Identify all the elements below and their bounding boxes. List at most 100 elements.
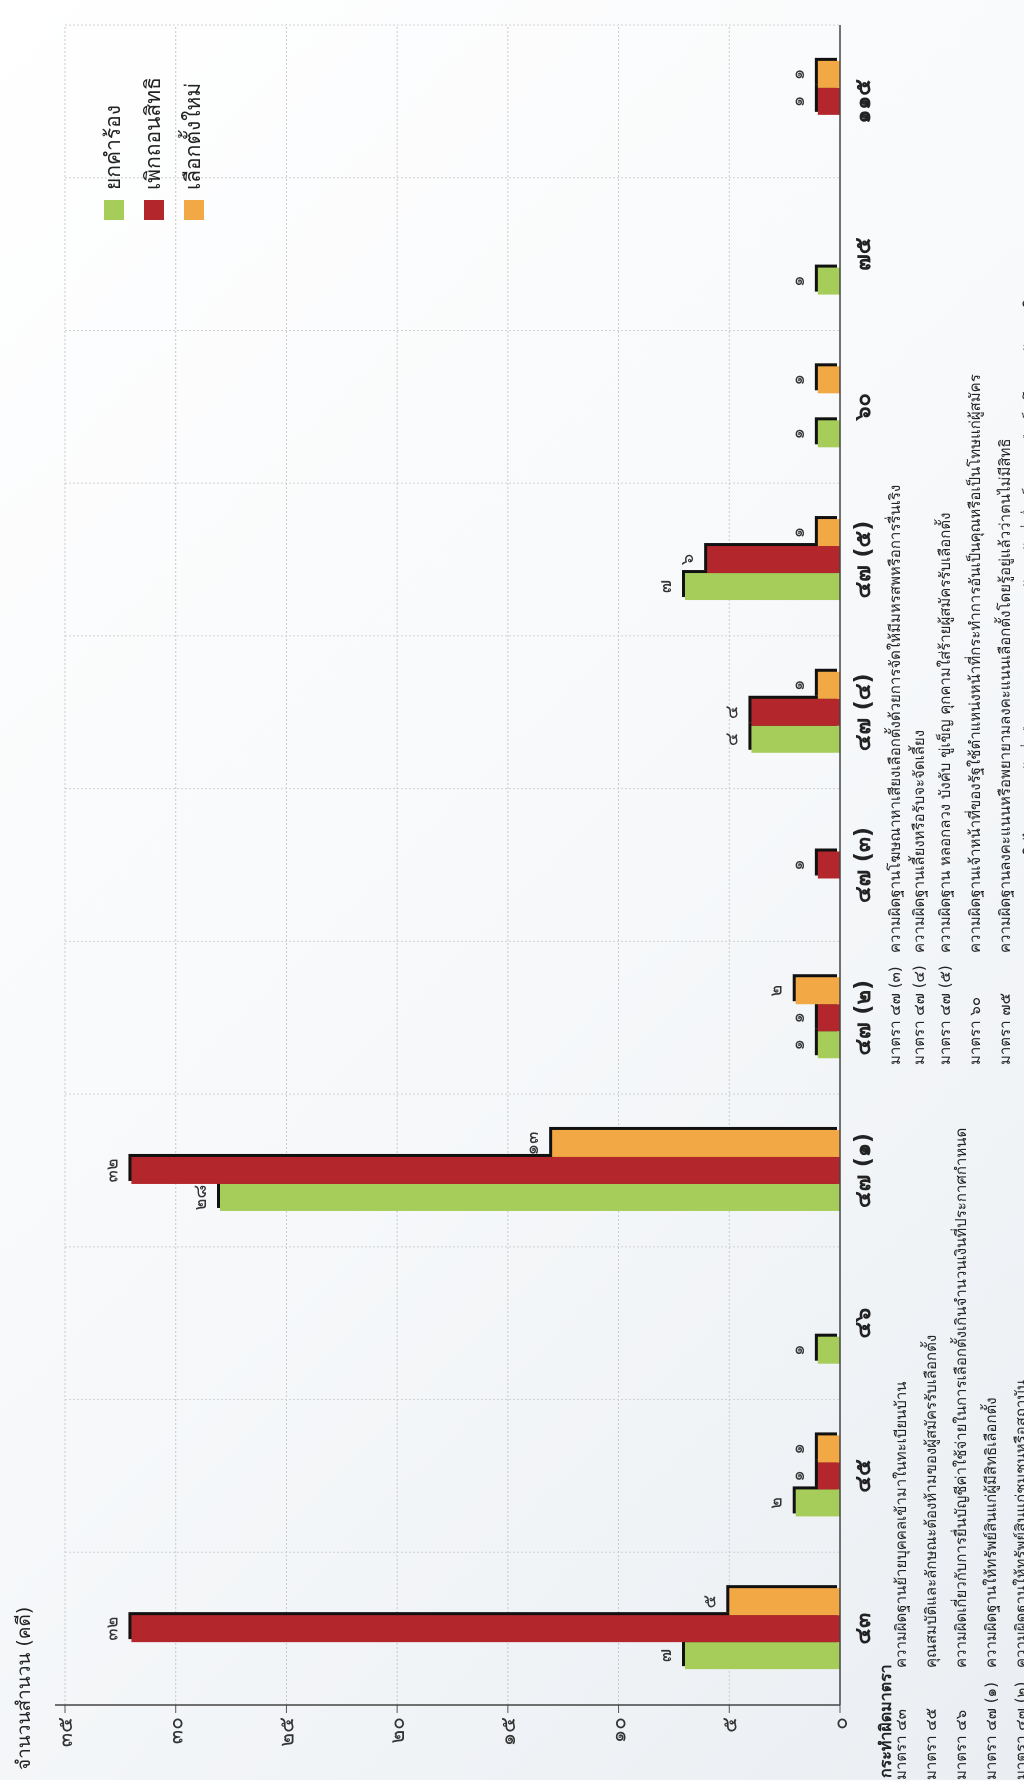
y-axis-title: จำนวนสำนวน (คดี) (13, 1607, 35, 1770)
bar (795, 1489, 841, 1517)
article-note: มาตรา ๔๗ (๒) ความผิดฐานให้ทรัพย์สินแก่ชุม… (1012, 1379, 1024, 1780)
y-tick-label: ๒๕ (274, 1717, 298, 1747)
y-tick-label: ๐ (828, 1717, 852, 1730)
article-note: มาตรา ๔๕ คุณสมบัติและลักษณะต้องห้ามของผู้… (922, 1334, 940, 1780)
value-label: ๑ (788, 1470, 809, 1481)
y-tick-label: ๑๕ (496, 1717, 520, 1746)
category-label: ๔๗ (๒) (851, 980, 876, 1055)
category-label: ๑๑๕ (851, 79, 876, 124)
article-description: ความผิดฐานเลี้ยงหรือรับจะจัดเลี้ยง (910, 729, 928, 953)
y-tick-label: ๑๐ (607, 1717, 631, 1743)
article-note: มาตรา ๔๖ ความผิดเกี่ยวกับการยื่นบัญชีค่าใ… (952, 1127, 970, 1780)
bar (817, 1031, 840, 1059)
y-tick-label: ๓๕ (53, 1717, 77, 1747)
bar (817, 851, 840, 879)
article-number: มาตรา ๔๓ (892, 1709, 910, 1780)
article-number: มาตรา ๔๕ (922, 1707, 940, 1780)
value-label: ๕ (699, 1595, 720, 1609)
category-label: ๔๗ (๕) (851, 521, 876, 599)
article-note: มาตรา ๔๗ (๕) ความผิดฐาน หลอกลวง บังคับ ขู… (936, 512, 954, 1065)
article-number: มาตรา ๖๐ (966, 997, 984, 1065)
bar (817, 1435, 840, 1463)
value-label: ๑ (788, 275, 809, 286)
article-description: ความผิดฐาน หลอกลวง บังคับ ขู่เข็ญ คุกคาม… (936, 512, 954, 953)
legend-label: เพิกถอนสิทธิ (141, 77, 165, 190)
value-label: ๑ (788, 1039, 809, 1050)
bar (751, 698, 841, 726)
bar (729, 1588, 840, 1616)
bar (817, 519, 840, 547)
bar (220, 1183, 840, 1211)
category-label: ๖๐ (851, 393, 876, 421)
value-label: ๑๓ (522, 1132, 543, 1156)
axes: จำนวนสำนวน (คดี) ๐๕๑๐๑๕๒๐๒๕๓๐๓๕๔๓๔๕๔๖๔๗ … (13, 25, 876, 1770)
legend-label: ยกคำร้อง (101, 105, 125, 190)
category-label: ๔๓ (851, 1613, 876, 1645)
legend-swatch (144, 200, 164, 220)
value-label: ๒ (766, 1497, 787, 1509)
article-description: ความผิดฐานให้ทรัพย์สินแก่ผู้มีสิทธิเลือก… (982, 1397, 1000, 1668)
bar (817, 420, 840, 448)
article-description: ความผิดฐานให้ทรัพย์สินแก่ชุมชนหรือสถาบัน (1012, 1379, 1024, 1668)
grid (64, 24, 841, 1706)
bar (817, 267, 840, 295)
bar (817, 1004, 840, 1032)
value-label: ๔ (721, 732, 742, 746)
article-number: มาตรา ๔๗ (๕) (936, 965, 954, 1065)
value-label: ๑ (788, 374, 809, 385)
value-label: ๒ (766, 985, 787, 997)
article-number: มาตรา ๗๕ (996, 993, 1014, 1065)
category-label: ๗๕ (851, 237, 876, 271)
bar (817, 1336, 840, 1364)
article-number: มาตรา ๔๗ (๑) (982, 1682, 1000, 1780)
legend-swatch (184, 200, 204, 220)
article-number: มาตรา ๔๗ (๔) (910, 965, 928, 1065)
category-label: ๔๗ (๓) (851, 827, 876, 903)
article-number: มาตรา ๔๗ (๒) (1012, 1681, 1024, 1780)
bar (685, 573, 840, 601)
article-description: ความผิดฐานย้ายบุคคลเข้ามาในทะเบียนบ้าน (892, 1381, 910, 1668)
bar (817, 87, 840, 115)
category-label: ๔๕ (851, 1459, 876, 1493)
article-description: คุณสมบัติและลักษณะต้องห้ามของผู้สมัครรับ… (922, 1334, 940, 1668)
legend: ยกคำร้อง เพิกถอนสิทธิ เลือกตั้งใหม่ (101, 77, 205, 220)
value-label: ๗ (655, 580, 676, 594)
value-label: ๑ (788, 1012, 809, 1023)
article-note: มาตรา ๖๐ ความผิดฐานเจ้าหน้าที่ของรัฐใช้ตำ… (966, 374, 984, 1065)
bar (817, 1462, 840, 1490)
bar (817, 366, 840, 394)
value-label: ๑ (788, 1443, 809, 1454)
value-label: ๓๒ (101, 1158, 122, 1182)
legend-label: เลือกตั้งใหม่ (178, 83, 205, 190)
legend-swatch (104, 200, 124, 220)
value-label: ๓๒ (101, 1617, 122, 1641)
value-label: ๑ (788, 428, 809, 439)
article-number: มาตรา ๔๗ (๓) (886, 966, 904, 1065)
value-label: ๑ (788, 859, 809, 870)
value-label: ๑ (788, 680, 809, 691)
article-note: มาตรา ๗๕ ความผิดฐานลงคะแนนหรือพยายามลงคะแ… (996, 438, 1014, 1065)
article-number: มาตรา ๔๖ (952, 1709, 970, 1780)
bar (817, 671, 840, 699)
value-label: ๑ (788, 527, 809, 538)
category-label: ๔๖ (851, 1308, 876, 1339)
y-tick-label: ๓๐ (164, 1717, 188, 1744)
value-label: ๔ (721, 705, 742, 719)
bar (552, 1129, 841, 1157)
article-description: ความผิดฐานเจ้าหน้าที่ของรัฐใช้ตำแหน่งหน้… (966, 374, 984, 953)
bar (707, 546, 841, 574)
article-description: ความผิดฐานโฆษณาหาเสียงเลือกตั้งด้วยการจั… (886, 484, 904, 953)
y-tick-label: ๒๐ (385, 1717, 409, 1744)
bar (131, 1156, 840, 1184)
article-note: มาตรา ๔๗ (๔) ความผิดฐานเลี้ยงหรือรับจะจัด… (910, 729, 928, 1065)
y-tick-label: ๕ (717, 1717, 741, 1733)
article-notes: กระทำผิดมาตรา มาตรา ๔๓ความผิดฐานย้ายบุคค… (876, 10, 1024, 1780)
bar (751, 725, 841, 753)
value-label: ๑ (788, 69, 809, 80)
article-description: ความผิดเกี่ยวกับการยื่นบัญชีค่าใช้จ่ายใน… (952, 1127, 970, 1668)
category-label: ๔๗ (๑) (851, 1133, 876, 1208)
article-note: มาตรา ๔๗ (๑) ความผิดฐานให้ทรัพย์สินแก่ผู้… (982, 1397, 1000, 1780)
